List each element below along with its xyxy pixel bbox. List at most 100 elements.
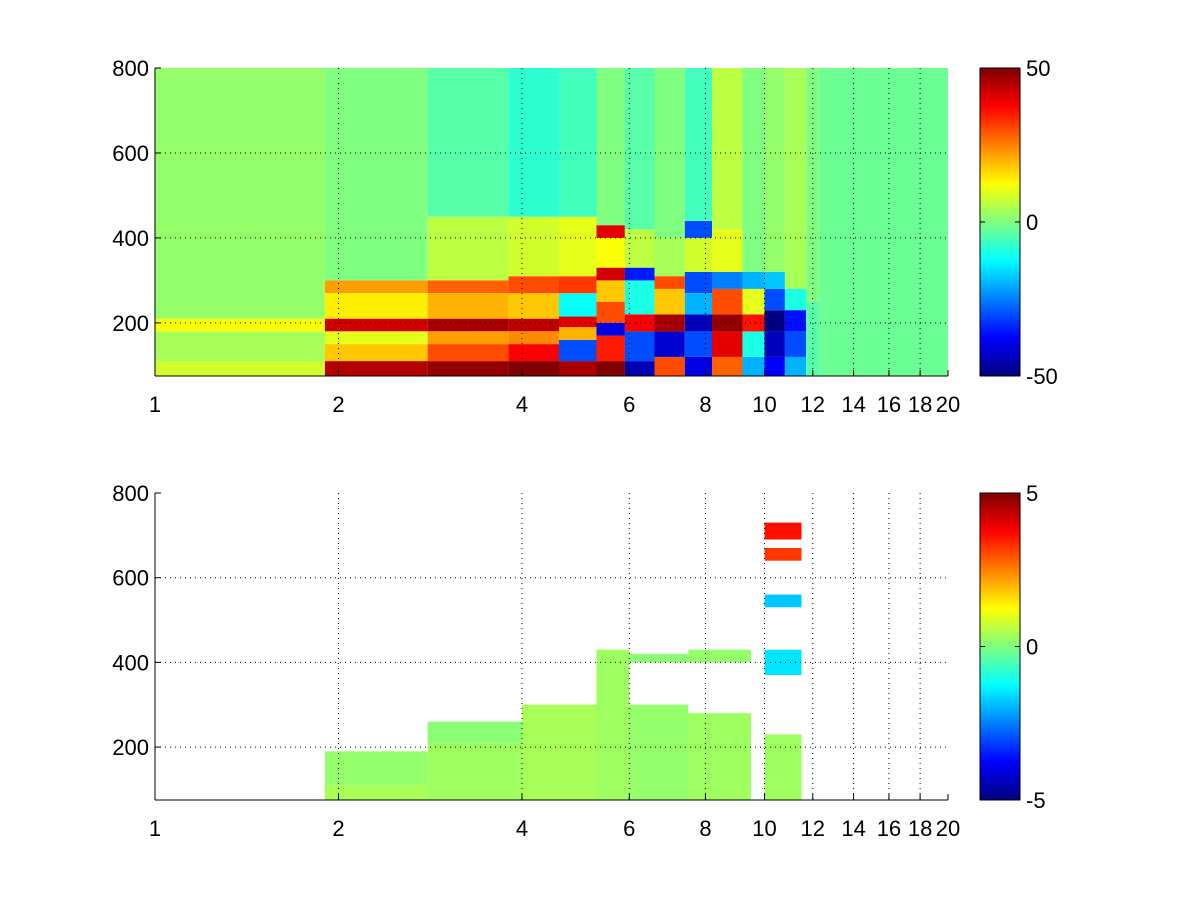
x-tick-label: 10 [752, 816, 776, 841]
x-tick-label: 18 [908, 392, 932, 417]
heatmap-cell [819, 68, 948, 376]
x-tick-label: 1 [149, 392, 161, 417]
heatmap-cell [324, 280, 428, 294]
heatmap-cell [427, 318, 509, 332]
heatmap-cell [427, 68, 509, 217]
x-tick-label: 20 [936, 392, 960, 417]
heatmap-cell [508, 344, 559, 362]
heatmap-cell [559, 327, 597, 340]
heatmap-cell [624, 361, 655, 376]
heatmap-cell [596, 225, 625, 238]
x-tick-label: 4 [516, 816, 528, 841]
heatmap-cell [596, 361, 625, 376]
heatmap-cell [508, 276, 559, 294]
heatmap-cell [324, 293, 428, 319]
heatmap-cells [324, 522, 802, 800]
colorbar-tick-label: 0 [1026, 210, 1038, 235]
y-tick-label: 800 [112, 56, 149, 81]
heatmap-cell [764, 310, 785, 332]
heatmap-cell [784, 331, 807, 357]
heatmap-cell [155, 361, 325, 376]
heatmap-cell [324, 344, 428, 362]
heatmap-cell [559, 293, 597, 317]
heatmap-cell [764, 548, 802, 561]
heatmap-cell [684, 356, 712, 376]
heatmap-cell [684, 220, 712, 238]
heatmap-cell [712, 356, 743, 376]
heatmap-cell [624, 280, 655, 315]
x-tick-label: 16 [877, 816, 901, 841]
heatmap-cell [684, 271, 712, 294]
heatmap-cell [742, 68, 765, 272]
heatmap-cell [427, 344, 509, 362]
y-tick-label: 400 [112, 650, 149, 675]
x-tick-label: 8 [699, 392, 711, 417]
x-tick-label: 8 [699, 816, 711, 841]
heatmap-cell [654, 288, 685, 315]
heatmap-cell [155, 68, 325, 319]
y-tick-label: 600 [112, 566, 149, 591]
y-tick-label: 600 [112, 141, 149, 166]
heatmap-cell [684, 314, 712, 332]
heatmap-cell [712, 271, 743, 289]
heatmap-cell [688, 649, 751, 663]
colorbar-tick-label: 50 [1026, 56, 1050, 81]
heatmap-cell [324, 785, 428, 800]
heatmap-cell [806, 68, 820, 302]
x-tick-label: 10 [752, 392, 776, 417]
heatmap-cell [324, 361, 428, 376]
heatmap-cell [684, 331, 712, 357]
heatmap-cell [596, 335, 625, 362]
x-tick-label: 18 [908, 816, 932, 841]
heatmap-cell [324, 68, 428, 281]
heatmap-cell [596, 280, 625, 302]
y-tick-label: 800 [112, 481, 149, 506]
heatmap-cell [684, 68, 712, 221]
heatmap-cell [324, 331, 428, 345]
colorbar-tick-label: -50 [1026, 364, 1058, 389]
y-tick-label: 400 [112, 226, 149, 251]
heatmap-cell [508, 68, 559, 217]
heatmap-cell [427, 280, 509, 294]
heatmap-cell [508, 361, 559, 376]
x-tick-label: 20 [936, 816, 960, 841]
heatmap-cell [764, 331, 785, 357]
heatmap-cell [596, 237, 625, 268]
x-tick-label: 16 [877, 392, 901, 417]
heatmap-cell [596, 322, 625, 336]
heatmap-cell [742, 356, 765, 376]
x-tick-label: 12 [801, 392, 825, 417]
heatmap-cell [764, 271, 785, 289]
y-tick-label: 200 [112, 735, 149, 760]
heatmap-cell [764, 288, 785, 311]
heatmap-cell [712, 288, 743, 315]
heatmap-cell [629, 704, 689, 800]
heatmap-cell [559, 276, 597, 294]
heatmap-cell [712, 68, 743, 230]
heatmap-cell [324, 318, 428, 332]
heatmap-cell [596, 267, 625, 281]
x-tick-label: 1 [149, 816, 161, 841]
heatmap-cell [596, 68, 625, 226]
heatmap-cell [784, 68, 807, 289]
heatmap-cells [155, 68, 948, 376]
heatmap-cell [155, 331, 325, 362]
heatmap-cell [764, 356, 785, 376]
heatmap-cell [427, 361, 509, 376]
heatmap-cell [784, 356, 807, 376]
heatmap-cell [559, 361, 597, 376]
x-tick-label: 14 [841, 816, 865, 841]
heatmap-cell [654, 276, 685, 289]
heatmap-cell [559, 316, 597, 328]
heatmap-cell [596, 301, 625, 323]
heatmap-cell [784, 288, 807, 311]
colorbar: -5 0 5 [979, 481, 1046, 813]
heatmap-cell [654, 68, 685, 238]
heatmap-cell [742, 331, 765, 357]
heatmap-cell [654, 237, 685, 277]
x-tick-label: 4 [516, 392, 528, 417]
heatmap-cell [624, 267, 655, 281]
